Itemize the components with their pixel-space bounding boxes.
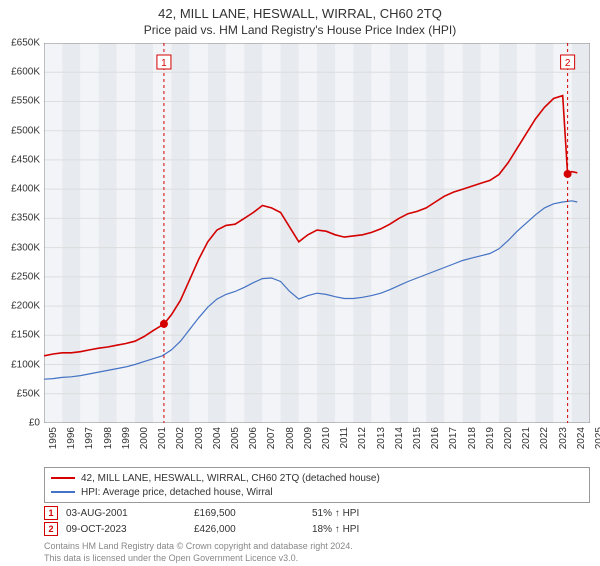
x-tick-label: 2006 (248, 427, 259, 449)
x-tick-label: 2000 (139, 427, 150, 449)
x-tick-label: 2020 (503, 427, 514, 449)
chart-container: 42, MILL LANE, HESWALL, WIRRAL, CH60 2TQ… (0, 6, 600, 566)
x-tick-label: 2013 (376, 427, 387, 449)
y-tick-label: £300K (11, 242, 40, 253)
y-tick-label: £600K (11, 67, 40, 78)
x-tick-label: 2016 (430, 427, 441, 449)
svg-text:2: 2 (565, 58, 571, 69)
x-tick-label: 2004 (212, 427, 223, 449)
legend-label: HPI: Average price, detached house, Wirr… (81, 487, 273, 498)
legend-line-icon (51, 477, 75, 479)
x-tick-label: 2015 (412, 427, 423, 449)
x-tick-label: 2001 (157, 427, 168, 449)
y-tick-label: £350K (11, 213, 40, 224)
y-tick-label: £500K (11, 125, 40, 136)
x-tick-label: 2010 (321, 427, 332, 449)
chart-subtitle: Price paid vs. HM Land Registry's House … (0, 23, 600, 37)
x-tick-label: 2017 (448, 427, 459, 449)
marker-row: 2 09-OCT-2023 £426,000 18% ↑ HPI (44, 521, 590, 537)
legend-line-icon (51, 491, 75, 493)
legend-item-price-paid: 42, MILL LANE, HESWALL, WIRRAL, CH60 2TQ… (51, 471, 583, 485)
y-axis: £0£50K£100K£150K£200K£250K£300K£350K£400… (0, 43, 42, 423)
marker-delta: 18% ↑ HPI (312, 524, 359, 535)
y-tick-label: £400K (11, 184, 40, 195)
chart-svg: 12 (44, 43, 590, 423)
x-tick-label: 1999 (121, 427, 132, 449)
x-tick-label: 2024 (576, 427, 587, 449)
marker-delta: 51% ↑ HPI (312, 508, 359, 519)
x-tick-label: 2012 (357, 427, 368, 449)
attribution: Contains HM Land Registry data © Crown c… (44, 541, 590, 564)
y-tick-label: £650K (11, 38, 40, 49)
marker-date: 09-OCT-2023 (66, 524, 186, 535)
legend-label: 42, MILL LANE, HESWALL, WIRRAL, CH60 2TQ… (81, 473, 380, 484)
chart-plot-area: £0£50K£100K£150K£200K£250K£300K£350K£400… (44, 43, 590, 423)
x-tick-label: 2007 (266, 427, 277, 449)
y-tick-label: £200K (11, 301, 40, 312)
chart-title: 42, MILL LANE, HESWALL, WIRRAL, CH60 2TQ (0, 6, 600, 21)
y-tick-label: £100K (11, 359, 40, 370)
x-tick-label: 2018 (467, 427, 478, 449)
y-tick-label: £250K (11, 271, 40, 282)
x-tick-label: 1998 (103, 427, 114, 449)
x-tick-label: 2002 (175, 427, 186, 449)
x-tick-label: 1996 (66, 427, 77, 449)
attribution-line: This data is licensed under the Open Gov… (44, 553, 590, 565)
marker-id-box: 2 (44, 522, 58, 536)
x-tick-label: 2022 (539, 427, 550, 449)
svg-text:1: 1 (161, 58, 167, 69)
x-tick-label: 2023 (558, 427, 569, 449)
y-tick-label: £150K (11, 330, 40, 341)
legend: 42, MILL LANE, HESWALL, WIRRAL, CH60 2TQ… (44, 467, 590, 503)
x-tick-label: 2003 (194, 427, 205, 449)
marker-price: £169,500 (194, 508, 304, 519)
x-tick-label: 2009 (303, 427, 314, 449)
y-tick-label: £0 (29, 418, 40, 429)
x-tick-label: 2021 (521, 427, 532, 449)
attribution-line: Contains HM Land Registry data © Crown c… (44, 541, 590, 553)
x-axis: 1995 1996 1997 1998 1999 2000 2001 2002 2003 2004… (44, 423, 600, 463)
x-tick-label: 2008 (285, 427, 296, 449)
y-tick-label: £50K (17, 388, 40, 399)
marker-date: 03-AUG-2001 (66, 508, 186, 519)
marker-table: 1 03-AUG-2001 £169,500 51% ↑ HPI 2 09-OCT-202… (44, 505, 590, 537)
x-tick-label: 2011 (339, 427, 350, 449)
x-tick-label: 2025 (594, 427, 600, 449)
y-tick-label: £550K (11, 96, 40, 107)
x-tick-label: 2005 (230, 427, 241, 449)
x-tick-label: 2014 (394, 427, 405, 449)
x-tick-label: 1995 (48, 427, 59, 449)
marker-price: £426,000 (194, 524, 304, 535)
y-tick-label: £450K (11, 154, 40, 165)
marker-row: 1 03-AUG-2001 £169,500 51% ↑ HPI (44, 505, 590, 521)
legend-item-hpi: HPI: Average price, detached house, Wirr… (51, 485, 583, 499)
marker-id-box: 1 (44, 506, 58, 520)
x-tick-label: 2019 (485, 427, 496, 449)
x-tick-label: 1997 (84, 427, 95, 449)
